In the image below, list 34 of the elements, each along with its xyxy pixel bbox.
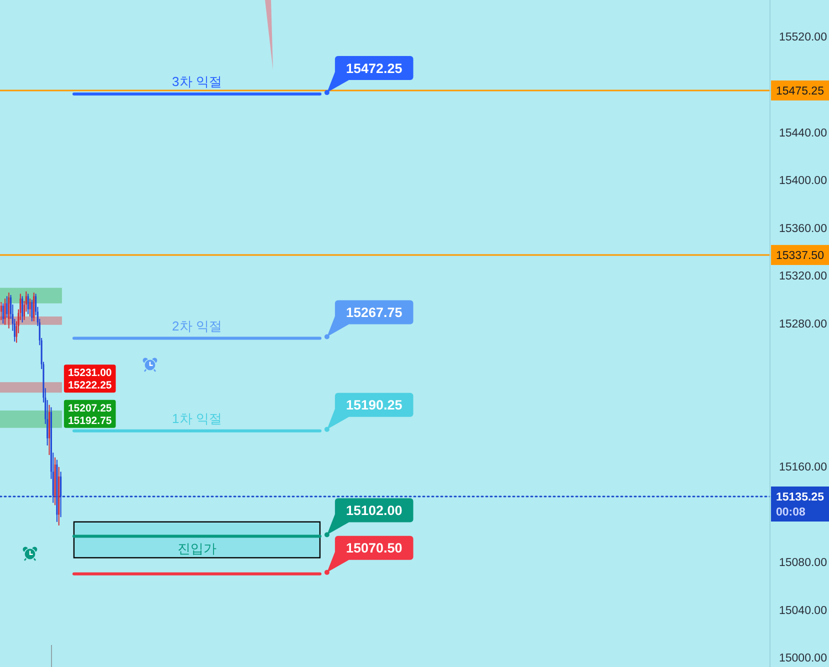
- y-tick-label: 15160.00: [779, 462, 827, 474]
- band-label: 15231.00 15222.25: [68, 367, 112, 392]
- ref-line-label: 진입가: [177, 541, 216, 556]
- candlestick: [6, 296, 8, 318]
- candlestick: [22, 296, 24, 323]
- ref-line-label: 1차 익절: [172, 410, 222, 426]
- ref-line-label: 15135.25 00:08: [776, 492, 825, 519]
- candlestick: [4, 298, 6, 326]
- y-tick-label: 15040.00: [779, 604, 827, 617]
- candlestick: [2, 302, 4, 324]
- candlestick: [8, 292, 10, 329]
- annotation: 15190.25: [346, 398, 403, 413]
- y-tick-label: 15080.00: [779, 557, 827, 570]
- y-tick-label: 15320.00: [779, 270, 827, 283]
- y-tick-label: 15440.00: [779, 127, 827, 140]
- annotation: 15070.50: [346, 540, 402, 556]
- y-tick-label: 15360.00: [779, 222, 827, 235]
- candlestick: [33, 292, 35, 322]
- annotation: 15472.25: [346, 60, 403, 76]
- ref-line-label: 2차 익절: [172, 318, 222, 334]
- ref-line-label: 3차 익절: [172, 74, 222, 90]
- candlestick: [29, 298, 31, 317]
- y-tick-label: 15280.00: [779, 318, 827, 330]
- ref-line-label: 15475.25: [776, 85, 824, 98]
- annotation: 15267.75: [346, 305, 403, 320]
- candlestick: [31, 299, 33, 322]
- candlestick: [27, 293, 29, 315]
- y-tick-label: 15520.00: [779, 32, 827, 44]
- ref-line-label: 15337.50: [776, 250, 824, 262]
- y-tick-label: 15000.00: [779, 652, 827, 665]
- y-tick-label: 15400.00: [779, 175, 827, 188]
- candlestick: [0, 302, 2, 321]
- annotation: 15102.00: [346, 502, 402, 518]
- band-label: 15207.25 15192.75: [68, 402, 112, 427]
